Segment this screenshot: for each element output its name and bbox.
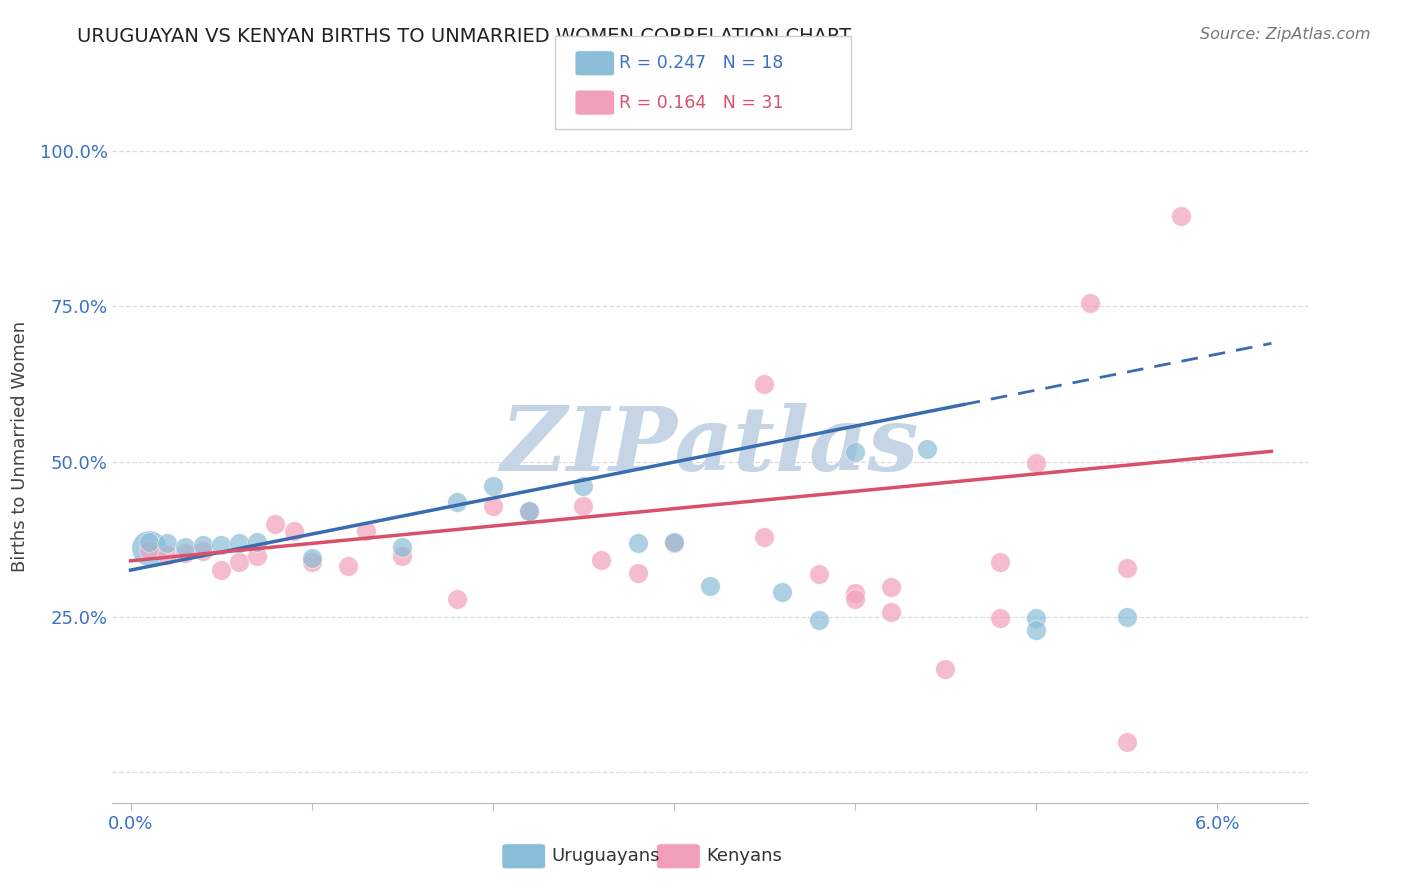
Point: [844, 445, 866, 459]
Point: [844, 586, 866, 600]
Point: [446, 495, 468, 509]
Point: [517, 504, 540, 518]
Point: [1025, 611, 1047, 625]
Point: [754, 530, 776, 544]
Point: [1025, 624, 1047, 638]
Point: [138, 541, 160, 556]
Point: [754, 376, 776, 391]
Point: [572, 479, 595, 493]
Point: [1170, 210, 1192, 224]
Point: [209, 538, 232, 552]
Point: [191, 544, 214, 558]
Text: R = 0.164   N = 31: R = 0.164 N = 31: [619, 94, 783, 112]
Point: [446, 592, 468, 607]
Point: [917, 442, 939, 456]
Point: [264, 516, 287, 531]
Y-axis label: Births to Unmarried Women: Births to Unmarried Women: [10, 320, 28, 572]
Point: [246, 535, 269, 549]
Point: [336, 558, 359, 573]
Point: [191, 538, 214, 552]
Point: [1115, 561, 1137, 575]
Point: [228, 536, 250, 550]
Point: [301, 550, 323, 565]
Point: [156, 548, 179, 562]
Point: [626, 536, 648, 550]
Text: Kenyans: Kenyans: [706, 847, 782, 865]
Point: [138, 542, 160, 557]
Point: [228, 555, 250, 569]
Text: Source: ZipAtlas.com: Source: ZipAtlas.com: [1201, 27, 1371, 42]
Point: [662, 535, 685, 549]
Point: [391, 540, 413, 554]
Text: R = 0.247   N = 18: R = 0.247 N = 18: [619, 54, 783, 72]
Point: [1115, 735, 1137, 749]
Point: [626, 566, 648, 581]
Point: [481, 499, 503, 513]
Point: [572, 499, 595, 513]
Point: [807, 613, 830, 627]
Point: [301, 555, 323, 569]
Point: [988, 555, 1011, 569]
Point: [138, 535, 160, 549]
Point: [934, 662, 956, 676]
Point: [699, 579, 721, 593]
Point: [1078, 296, 1101, 310]
Point: [591, 552, 613, 566]
Point: [174, 540, 197, 554]
Point: [246, 549, 269, 563]
Point: [988, 611, 1011, 625]
Point: [481, 479, 503, 493]
Point: [662, 536, 685, 550]
Point: [174, 546, 197, 560]
Point: [1115, 609, 1137, 624]
Point: [391, 549, 413, 563]
Point: [1025, 456, 1047, 470]
Point: [156, 536, 179, 550]
Point: [807, 567, 830, 582]
Point: [209, 563, 232, 577]
Text: URUGUAYAN VS KENYAN BIRTHS TO UNMARRIED WOMEN CORRELATION CHART: URUGUAYAN VS KENYAN BIRTHS TO UNMARRIED …: [77, 27, 852, 45]
Point: [880, 580, 903, 594]
Text: ZIPatlas: ZIPatlas: [502, 403, 918, 489]
Point: [772, 584, 794, 599]
Point: [354, 524, 377, 538]
Point: [283, 524, 305, 538]
Point: [844, 592, 866, 607]
Text: Uruguayans: Uruguayans: [551, 847, 659, 865]
Point: [517, 504, 540, 518]
Point: [880, 605, 903, 619]
